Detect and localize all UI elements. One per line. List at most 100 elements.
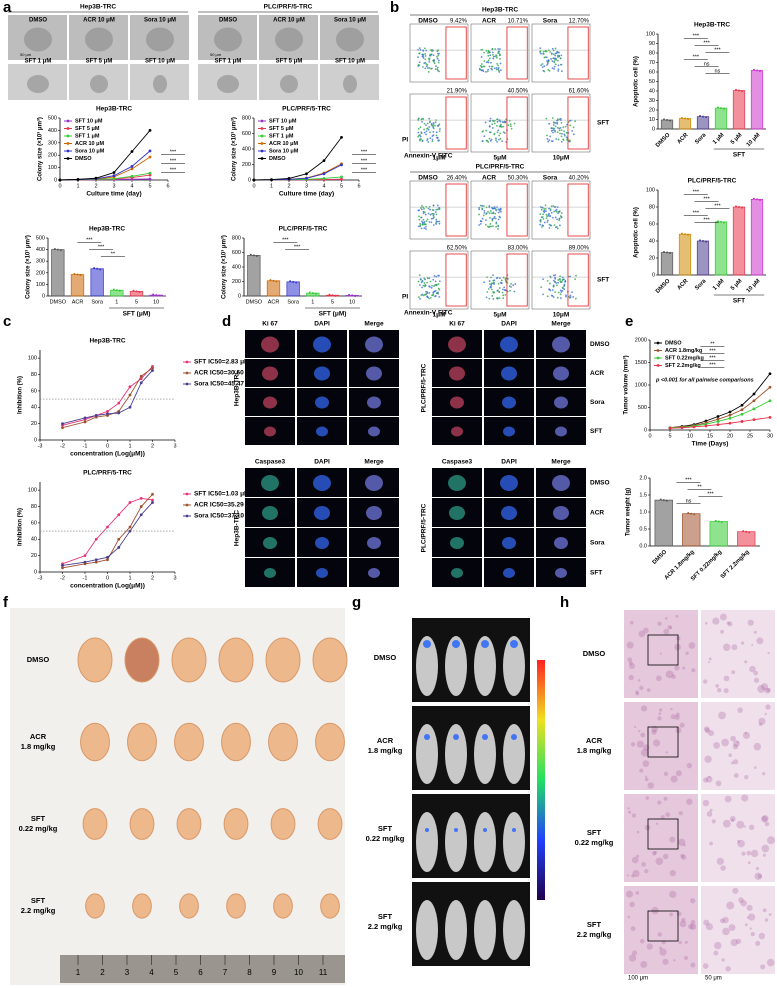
- histology-image: [701, 886, 775, 974]
- tissue-texture: [637, 729, 641, 733]
- event-dot: [485, 129, 488, 132]
- y-tick-label: 60: [31, 520, 37, 526]
- tissue-texture: [645, 796, 650, 800]
- replicate: [292, 280, 295, 283]
- y-axis-label: Tumor weight (g): [626, 488, 632, 536]
- axis-label: Annexin-V FITC: [404, 153, 453, 160]
- y-axis-label: Inhibition (%): [18, 376, 24, 414]
- event-dot: [554, 125, 557, 128]
- scale-bar-label: 50 μm: [384, 490, 396, 495]
- event-dot: [546, 279, 549, 282]
- event-dot: [425, 205, 428, 208]
- chart: 0 200 400 600 800 0 1 2 3 4 5 6 PLC/PRF/5-TRC Colony …: [231, 106, 376, 198]
- bar: [678, 233, 692, 276]
- event-dot: [498, 134, 501, 137]
- y-tick-label: 0: [652, 272, 655, 278]
- event-dot: [432, 278, 435, 281]
- data-point: [130, 164, 134, 168]
- channel-header: Merge: [364, 321, 384, 328]
- event-dot: [489, 210, 492, 212]
- x-tick-label: 25: [747, 433, 753, 439]
- x-tick-label: 0: [58, 183, 61, 189]
- event-dot: [557, 281, 559, 284]
- group-label: 1.8 mg/kg: [368, 746, 403, 755]
- replicate: [748, 531, 751, 534]
- event-dot: [510, 283, 512, 285]
- event-dot: [565, 295, 567, 298]
- replicate: [354, 295, 357, 298]
- x-tick-label: 1: [76, 183, 79, 189]
- legend-label: DMSO: [75, 156, 92, 162]
- event-dot: [556, 218, 558, 221]
- event-dot: [417, 56, 419, 59]
- event-dot: [432, 59, 435, 61]
- event-dot: [433, 216, 435, 218]
- zoom-box: [647, 818, 679, 850]
- y-tick-label: 60: [31, 388, 37, 394]
- histology-image: [701, 702, 775, 790]
- event-dot: [564, 280, 567, 283]
- significance-label: ***: [709, 348, 716, 354]
- event-dot: [497, 52, 499, 54]
- event-dot: [556, 296, 559, 299]
- event-dot: [568, 119, 571, 122]
- tissue-texture: [690, 919, 696, 925]
- event-dot: [492, 54, 494, 56]
- event-dot: [427, 141, 430, 143]
- tissue-texture: [743, 825, 746, 828]
- tissue-texture: [628, 810, 632, 814]
- bar: [714, 221, 728, 276]
- replicate: [249, 253, 252, 256]
- event-dot: [495, 68, 498, 71]
- scale-bar-label: 50 μm: [384, 351, 396, 356]
- event-dot: [436, 204, 439, 207]
- event-dot: [557, 59, 559, 62]
- tissue-texture: [756, 637, 764, 645]
- event-dot: [492, 298, 495, 300]
- percent-label: 21.90%: [447, 89, 468, 95]
- ruler-label: 7: [223, 968, 228, 977]
- row-label: Sora: [590, 540, 605, 547]
- event-dot: [432, 54, 435, 57]
- tissue-texture: [718, 711, 726, 720]
- tissue-texture: [636, 830, 640, 834]
- event-dot: [564, 125, 567, 128]
- event-dot: [432, 130, 435, 133]
- cell-cluster: [264, 568, 276, 578]
- event-dot: [429, 120, 431, 123]
- event-dot: [434, 280, 437, 283]
- event-dot: [502, 131, 505, 134]
- event-dot: [490, 138, 493, 141]
- event-dot: [559, 127, 562, 129]
- event-dot: [559, 224, 561, 227]
- event-dot: [426, 139, 428, 141]
- data-point: [148, 171, 152, 175]
- tissue-texture: [757, 684, 766, 693]
- tissue-texture: [644, 777, 649, 782]
- event-dot: [547, 213, 550, 216]
- condition-label: ACR: [482, 175, 496, 182]
- tissue-texture: [758, 932, 766, 940]
- x-tick-label: ACR: [676, 278, 690, 292]
- event-dot: [562, 139, 565, 141]
- event-dot: [552, 274, 555, 277]
- signal: [423, 640, 431, 648]
- event-dot: [554, 54, 557, 57]
- treatment-label: ACR 10 μM: [83, 18, 115, 24]
- mouse: [445, 900, 467, 960]
- axis-label: PI: [402, 137, 408, 144]
- replicate: [693, 513, 696, 516]
- event-dot: [551, 60, 554, 62]
- event-dot: [555, 138, 558, 140]
- legend-marker: [66, 142, 70, 145]
- event-dot: [417, 127, 420, 130]
- event-dot: [422, 49, 425, 52]
- event-dot: [546, 221, 549, 223]
- significance-label: ***: [693, 210, 700, 216]
- gate: [445, 26, 467, 80]
- event-dot: [418, 215, 420, 218]
- x-tick-label: 1: [115, 299, 118, 305]
- zoom-box: [647, 634, 679, 666]
- x-tick-label: 2: [151, 443, 154, 449]
- event-dot: [495, 56, 498, 59]
